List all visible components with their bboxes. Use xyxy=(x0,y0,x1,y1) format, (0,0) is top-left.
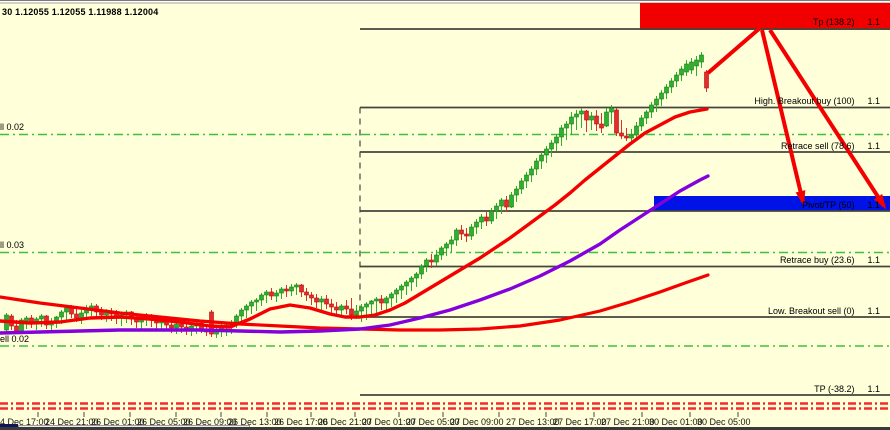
candlesticks xyxy=(4,52,709,338)
purple-ma-line[interactable] xyxy=(0,174,710,335)
slow-red-ma-line[interactable] xyxy=(0,273,710,332)
alert-level-lines xyxy=(0,402,890,410)
order-level-lines xyxy=(0,133,890,347)
fast-red-ma-line[interactable] xyxy=(0,107,709,329)
window-bottom-edge xyxy=(0,427,890,430)
fib-highlight-boxes xyxy=(640,3,890,211)
trend-arrows[interactable] xyxy=(706,26,887,210)
window-top-edge xyxy=(0,0,890,4)
x-axis-ticks xyxy=(37,412,739,417)
fibonacci-lines[interactable] xyxy=(360,28,890,396)
